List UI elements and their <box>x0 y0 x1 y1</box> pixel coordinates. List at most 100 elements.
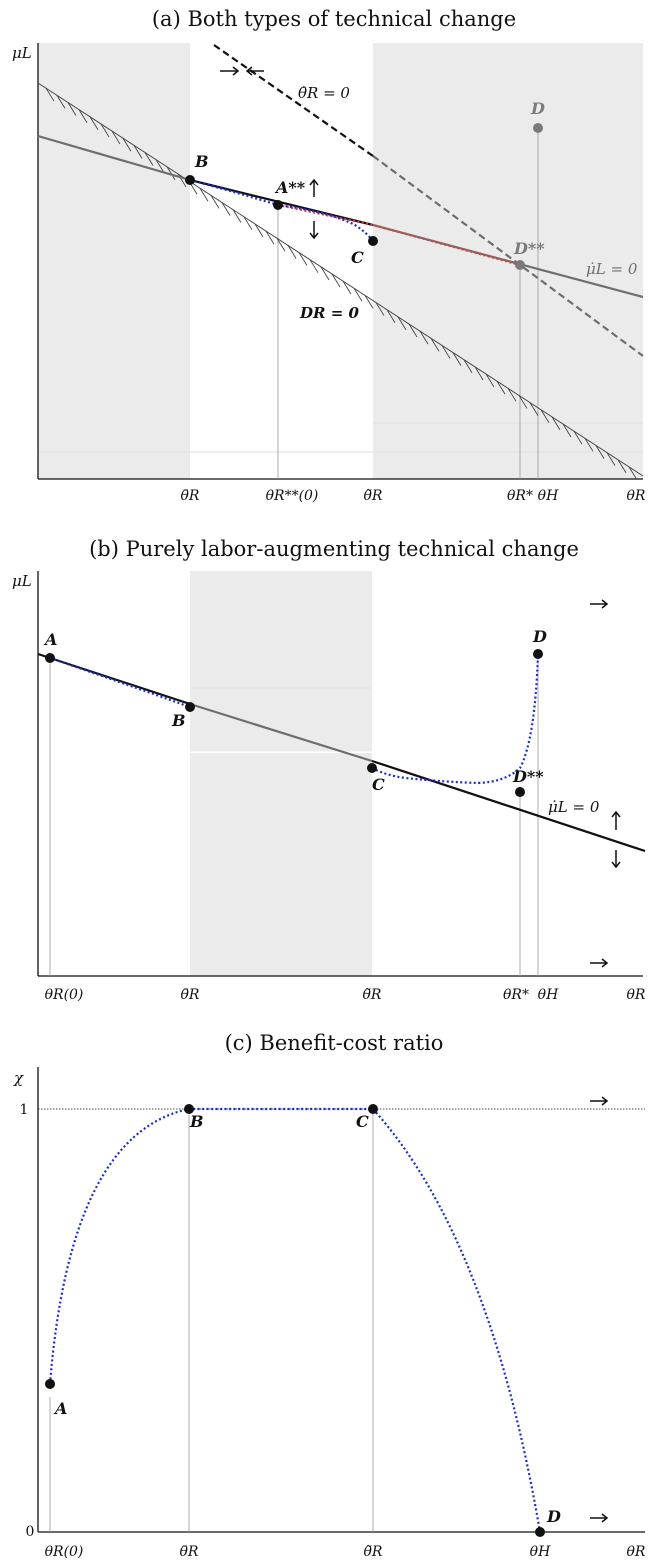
panel-b-xtick-5: θR <box>627 987 646 1003</box>
panel-a-arrow-up <box>309 178 319 197</box>
panel-c-label-a: A <box>53 1399 67 1418</box>
panel-c-label-b: B <box>189 1112 204 1131</box>
panel-b-mu-dot-line-mid <box>189 702 373 763</box>
hatch-mark <box>595 445 605 459</box>
panel-a-ylabel: μL <box>12 44 32 62</box>
panel-c-point-c <box>368 1104 378 1114</box>
hatch-mark <box>419 330 429 345</box>
hatch-mark <box>617 459 627 473</box>
panel-a-path-red <box>277 203 521 267</box>
panel-a-label-a: A** <box>274 178 306 197</box>
panel-b-label-b: B <box>171 711 186 730</box>
panel-a-xtick-0: θ̄R <box>181 488 200 504</box>
panel-a-xtick-5: θR <box>627 488 646 504</box>
panel-c: (c) Benefit-cost ratio A B C D χ 1 0 θR(… <box>13 1031 646 1560</box>
hatch-mark <box>199 187 209 202</box>
hatch-mark <box>375 302 385 316</box>
panel-b-xtick-4: θH <box>538 987 559 1003</box>
panel-a-label-mu-dot: μ̇L = 0 <box>586 260 638 278</box>
panel-c-arrow-right-top <box>590 1096 609 1106</box>
hatch-mark <box>408 323 418 338</box>
panel-b-point-d <box>533 649 543 659</box>
panel-c-xtick-1: θ̄R <box>180 1544 199 1560</box>
panel-a-point-d <box>533 123 543 133</box>
panel-a-point-dss <box>515 260 525 270</box>
hatch-mark <box>551 416 561 431</box>
panel-b-shade <box>190 571 372 752</box>
panel-b-point-dss <box>515 787 525 797</box>
hatch-mark <box>265 230 275 245</box>
hatch-mark <box>100 123 110 138</box>
hatch-mark <box>144 152 154 166</box>
hatch-mark <box>67 102 77 116</box>
hatch-mark <box>441 345 451 359</box>
panel-b-label-mu-dot: μ̇L = 0 <box>548 798 600 816</box>
panel-a: (a) Both types of technical change <box>12 7 646 504</box>
hatch-mark <box>56 95 66 109</box>
hatch-mark <box>584 438 594 452</box>
panel-c-ytick-0: 0 <box>26 1524 35 1540</box>
panel-b-xtick-3: θR* <box>503 987 529 1003</box>
hatch-mark <box>529 402 539 416</box>
hatch-mark <box>287 245 297 259</box>
hatch-mark <box>298 252 308 266</box>
hatch-mark <box>628 466 638 481</box>
panel-c-ylabel: χ <box>13 1069 24 1087</box>
panel-b-label-c: C <box>372 775 385 794</box>
panel-b-arrow-right-bottom <box>590 958 609 968</box>
panel-b-xtick-1: θ̄R <box>181 987 200 1003</box>
hatch-mark <box>133 145 143 159</box>
panel-b-path-blue-1 <box>49 656 191 709</box>
hatch-mark <box>309 259 319 273</box>
panel-b-xtick-2: θ̃R <box>363 987 382 1003</box>
panel-c-ytick-1: 1 <box>20 1102 29 1118</box>
hatch-mark <box>210 195 220 209</box>
panel-b-ylabel: μL <box>12 572 32 590</box>
panel-a-xtick-2: θ̃R <box>364 488 383 504</box>
hatch-mark <box>463 359 473 373</box>
panel-c-title: (c) Benefit-cost ratio <box>225 1031 444 1055</box>
hatch-mark <box>331 273 341 288</box>
panel-a-point-c <box>368 236 378 246</box>
panel-c-point-a <box>45 1378 55 1389</box>
panel-b-point-c <box>367 763 377 773</box>
hatch-mark <box>89 116 99 131</box>
panel-a-title: (a) Both types of technical change <box>152 7 516 31</box>
panel-a-label-dss: D** <box>513 239 545 258</box>
panel-b-arrow-up <box>611 810 621 830</box>
panel-a-arrow-left <box>245 66 264 76</box>
panel-a-label-c: C <box>351 248 364 267</box>
panel-b-xtick-0: θR(0) <box>45 987 84 1003</box>
hatch-mark <box>386 309 396 323</box>
panel-b: (b) Purely labor-augmenting technical ch… <box>12 537 646 1003</box>
panel-c-arrow-right-bottom <box>590 1513 609 1523</box>
hatch-mark <box>474 366 484 381</box>
panel-c-point-d <box>535 1527 545 1537</box>
panel-b-arrow-right-top <box>590 599 609 609</box>
panel-b-mu-dot-line-right <box>371 759 646 853</box>
hatch-mark <box>540 409 550 423</box>
panel-a-mu-dot-line-left <box>37 134 191 182</box>
panel-a-label-d: D <box>530 99 545 118</box>
panel-a-point-a <box>273 200 283 210</box>
panel-a-arrow-down <box>309 221 319 240</box>
panel-a-xtick-1: θR**(0) <box>266 488 319 504</box>
panel-c-label-d: D <box>546 1507 561 1526</box>
hatch-mark <box>606 452 616 466</box>
panel-b-arrow-down <box>611 850 621 869</box>
panel-a-path-blue <box>189 178 374 242</box>
hatch-mark <box>518 395 528 409</box>
panel-b-mu-dot-line-left <box>37 652 191 706</box>
panel-a-arrow-right <box>220 66 240 76</box>
panel-b-label-d: D <box>532 627 547 646</box>
panel-b-label-dss: D** <box>512 767 544 786</box>
panel-c-path-blue <box>48 1107 542 1533</box>
hatch-mark <box>397 316 407 331</box>
hatch-mark <box>155 159 165 173</box>
panel-a-shade-left <box>38 43 190 479</box>
hatch-mark <box>243 216 253 231</box>
panel-a-point-b <box>185 175 195 185</box>
hatch-mark <box>364 295 374 309</box>
hatch-mark <box>430 338 440 352</box>
